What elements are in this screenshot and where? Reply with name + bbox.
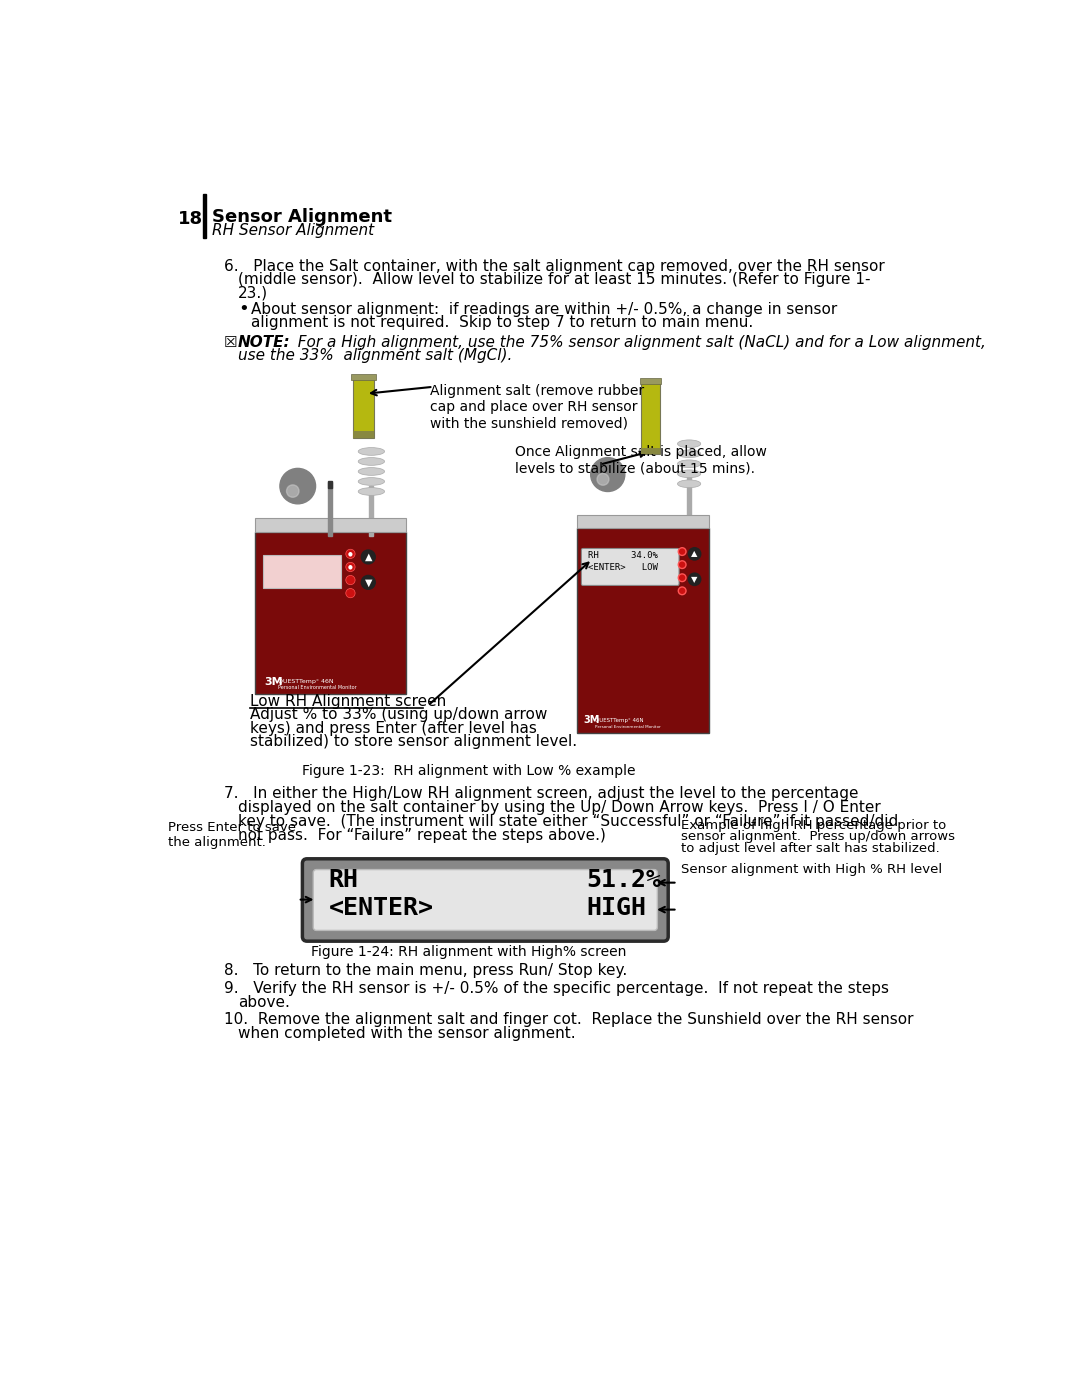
Bar xyxy=(577,529,708,733)
Text: Once Alignment salt is placed, allow
levels to stabilize (about 15 mins).: Once Alignment salt is placed, allow lev… xyxy=(515,446,767,476)
Circle shape xyxy=(678,587,686,594)
Text: NOTE:: NOTE: xyxy=(238,335,291,350)
Ellipse shape xyxy=(677,480,701,487)
Text: About sensor alignment:  if readings are within +/- 0.5%, a change in sensor: About sensor alignment: if readings are … xyxy=(252,303,837,318)
Circle shape xyxy=(591,458,625,491)
Text: 3M: 3M xyxy=(583,715,599,726)
Text: ●: ● xyxy=(348,551,353,557)
Bar xyxy=(353,376,375,437)
Text: 23.): 23.) xyxy=(238,286,268,300)
Text: Low RH Alignment screen: Low RH Alignment screen xyxy=(249,694,446,708)
Bar xyxy=(353,432,375,437)
Text: Alignment salt (remove rubber
cap and place over RH sensor
with the sunshield re: Alignment salt (remove rubber cap and pl… xyxy=(430,383,644,430)
Text: alignment is not required.  Skip to step 7 to return to main menu.: alignment is not required. Skip to step … xyxy=(252,315,754,330)
FancyBboxPatch shape xyxy=(581,548,679,586)
Text: 10.  Remove the alignment salt and finger cot.  Replace the Sunshield over the R: 10. Remove the alignment salt and finger… xyxy=(225,1012,914,1027)
Circle shape xyxy=(346,576,355,584)
Text: RH      34.0%: RH 34.0% xyxy=(588,551,658,559)
Text: HIGH: HIGH xyxy=(586,897,646,920)
Ellipse shape xyxy=(677,471,701,477)
Text: QUESTTemp° 46N: QUESTTemp° 46N xyxy=(279,679,334,684)
Ellipse shape xyxy=(359,477,384,486)
Ellipse shape xyxy=(677,450,701,458)
Text: sensor alignment.  Press up/down arrows: sensor alignment. Press up/down arrows xyxy=(681,830,956,844)
Circle shape xyxy=(280,468,315,504)
Bar xyxy=(262,555,341,587)
Text: above.: above. xyxy=(238,995,289,1009)
Text: stabilized) to store sensor alignment level.: stabilized) to store sensor alignment le… xyxy=(249,734,577,748)
Text: ☒: ☒ xyxy=(225,335,238,350)
Circle shape xyxy=(678,573,686,582)
Text: (middle sensor).  Allow level to stabilize for at least 15 minutes. (Refer to Fi: (middle sensor). Allow level to stabiliz… xyxy=(238,272,870,287)
Text: 9.   Verify the RH sensor is +/- 0.5% of the specific percentage.  If not repeat: 9. Verify the RH sensor is +/- 0.5% of t… xyxy=(225,981,889,995)
Text: ▲: ▲ xyxy=(365,552,372,562)
Text: ●: ● xyxy=(348,565,353,569)
Bar xyxy=(369,486,373,536)
Circle shape xyxy=(688,573,701,586)
Text: QUESTTemp° 46N: QUESTTemp° 46N xyxy=(595,718,644,723)
Circle shape xyxy=(346,550,355,558)
Text: displayed on the salt container by using the Up/ Down Arrow keys.  Press I / O E: displayed on the salt container by using… xyxy=(238,799,881,815)
Text: when completed with the sensor alignment.: when completed with the sensor alignment… xyxy=(238,1026,576,1041)
Text: RH Sensor Alignment: RH Sensor Alignment xyxy=(213,223,375,239)
Bar xyxy=(328,480,332,489)
Text: key to save.  (The instrument will state either “Successful” or “Failure” if it : key to save. (The instrument will state … xyxy=(238,813,899,829)
Text: ▼: ▼ xyxy=(691,575,698,584)
Text: ▲: ▲ xyxy=(691,550,698,558)
Text: Press Enter to save
the alignment.: Press Enter to save the alignment. xyxy=(167,822,296,849)
FancyBboxPatch shape xyxy=(313,869,658,930)
Ellipse shape xyxy=(359,487,384,496)
Text: For a High alignment, use the 75% sensor alignment salt (NaCL) and for a Low ali: For a High alignment, use the 75% sensor… xyxy=(287,335,986,350)
Bar xyxy=(328,482,332,536)
FancyBboxPatch shape xyxy=(302,859,669,941)
Ellipse shape xyxy=(359,458,384,465)
Bar xyxy=(255,533,406,694)
Bar xyxy=(642,380,660,454)
Bar xyxy=(255,519,406,533)
Text: 51.2%: 51.2% xyxy=(586,869,661,892)
Ellipse shape xyxy=(359,447,384,455)
Bar xyxy=(687,475,691,520)
Text: <ENTER>   LOW: <ENTER> LOW xyxy=(588,564,658,572)
Text: Figure 1-24: RH alignment with High% screen: Figure 1-24: RH alignment with High% scr… xyxy=(311,945,626,959)
Ellipse shape xyxy=(677,459,701,468)
Bar xyxy=(639,379,661,384)
Text: ▼: ▼ xyxy=(365,577,372,587)
Bar xyxy=(642,447,660,454)
Circle shape xyxy=(362,576,375,590)
Circle shape xyxy=(362,550,375,564)
Text: 18: 18 xyxy=(177,211,203,228)
Circle shape xyxy=(678,561,686,569)
Text: Personal Environmental Monitor: Personal Environmental Monitor xyxy=(595,725,661,729)
Text: RH: RH xyxy=(328,869,359,892)
Bar xyxy=(577,515,708,529)
Text: 3M: 3M xyxy=(265,677,283,687)
Text: use the 33%  alignment salt (MgCl).: use the 33% alignment salt (MgCl). xyxy=(238,348,512,362)
Text: <ENTER>: <ENTER> xyxy=(328,897,434,920)
Bar xyxy=(351,373,376,380)
Text: keys) and press Enter (after level has: keys) and press Enter (after level has xyxy=(249,720,537,736)
Circle shape xyxy=(286,484,299,497)
Text: not pass.  For “Failure” repeat the steps above.): not pass. For “Failure” repeat the steps… xyxy=(238,827,606,843)
Circle shape xyxy=(346,562,355,572)
Text: Personal Environmental Monitor: Personal Environmental Monitor xyxy=(279,686,357,690)
Text: to adjust level after salt has stabilized.: to adjust level after salt has stabilize… xyxy=(681,843,940,855)
Text: •: • xyxy=(238,300,248,318)
Text: 6.   Place the Salt container, with the salt alignment cap removed, over the RH : 6. Place the Salt container, with the sa… xyxy=(225,258,885,273)
Text: Figure 1-23:  RH alignment with Low % example: Figure 1-23: RH alignment with Low % exa… xyxy=(301,763,635,777)
Text: Adjust % to 33% (using up/down arrow: Adjust % to 33% (using up/down arrow xyxy=(249,708,548,722)
Text: Sensor Alignment: Sensor Alignment xyxy=(213,208,392,226)
Circle shape xyxy=(597,473,609,486)
Text: Sensor alignment with High % RH level: Sensor alignment with High % RH level xyxy=(681,863,943,876)
Text: Example of high RH percentage prior to: Example of high RH percentage prior to xyxy=(681,819,947,831)
Circle shape xyxy=(678,548,686,555)
Text: 7.   In either the High/Low RH alignment screen, adjust the level to the percent: 7. In either the High/Low RH alignment s… xyxy=(225,786,859,801)
Ellipse shape xyxy=(677,440,701,447)
Bar xyxy=(203,193,206,239)
Circle shape xyxy=(346,589,355,598)
Text: 8.   To return to the main menu, press Run/ Stop key.: 8. To return to the main menu, press Run… xyxy=(225,963,627,979)
Circle shape xyxy=(688,548,701,559)
Ellipse shape xyxy=(359,468,384,475)
